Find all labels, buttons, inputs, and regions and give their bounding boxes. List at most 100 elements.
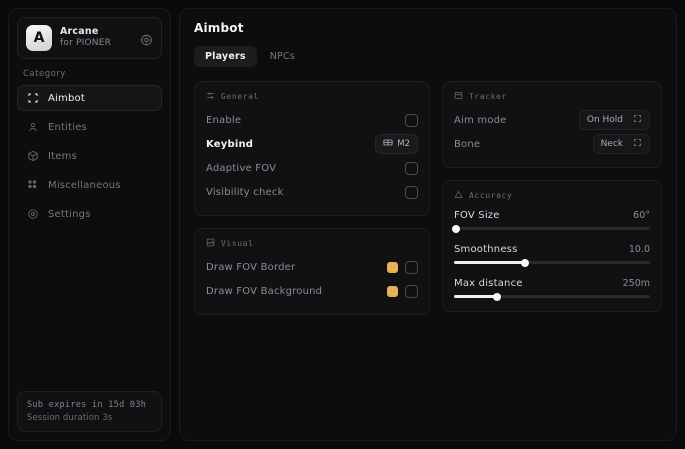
draw-fov-background-checkbox[interactable] <box>405 284 418 298</box>
slider-track[interactable] <box>454 258 650 267</box>
sidebar-item-label: Settings <box>48 208 91 220</box>
row-draw-fov-background: Draw FOV Background <box>206 279 418 303</box>
panel-accuracy-title: Accuracy <box>469 191 513 200</box>
fov-background-color-swatch[interactable] <box>387 285 398 297</box>
tab-players[interactable]: Players <box>194 46 257 67</box>
slider-header: Max distance 250m <box>454 278 650 289</box>
panel-accuracy: Accuracy FOV Size 60° <box>442 180 662 312</box>
slider-thumb[interactable] <box>493 292 502 301</box>
row-bone: Bone Neck <box>454 132 650 156</box>
slider-value: 60° <box>633 210 650 221</box>
row-keybind: Keybind M2 <box>206 132 418 156</box>
panel-visual-title: Visual <box>221 239 254 248</box>
category-label: Category <box>23 69 66 79</box>
row-label: Bone <box>454 138 481 150</box>
session-duration-text: Session duration 3s <box>27 413 113 423</box>
slider-label: Max distance <box>454 278 523 289</box>
gear-icon <box>27 208 39 220</box>
avatar: A <box>26 25 52 51</box>
slider-fill <box>454 261 525 264</box>
row-label: Adaptive FOV <box>206 162 277 174</box>
sidebar-nav: Aimbot Entities Items <box>17 85 162 227</box>
left-column: General Enable Keybind <box>194 81 430 428</box>
brand-text: Arcane for PIONER <box>60 26 112 48</box>
slider-max-distance: Max distance 250m <box>454 275 650 301</box>
sidebar-item-miscellaneous[interactable]: Miscellaneous <box>17 172 162 198</box>
keybind-value: M2 <box>397 139 410 149</box>
row-label: Draw FOV Background <box>206 285 323 297</box>
panel-tracker: Tracker Aim mode On Hold <box>442 81 662 168</box>
sub-expiry-text: Sub expires in 15d 03h <box>27 400 147 410</box>
page-title: Aimbot <box>194 21 244 35</box>
image-icon <box>206 238 215 249</box>
aim-mode-select[interactable]: On Hold <box>578 110 650 130</box>
sidebar: A Arcane for PIONER Category Ai <box>8 8 171 441</box>
tab-bar: Players NPCs <box>194 46 662 67</box>
fov-border-color-swatch[interactable] <box>387 261 398 273</box>
slider-value: 250m <box>622 278 650 289</box>
sidebar-item-label: Entities <box>48 121 88 133</box>
slider-fov-size: FOV Size 60° <box>451 207 650 233</box>
sidebar-item-settings[interactable]: Settings <box>17 201 162 227</box>
window-icon <box>454 91 463 102</box>
triangle-icon <box>454 190 463 201</box>
slider-header: Smoothness 10.0 <box>454 244 650 255</box>
sidebar-item-entities[interactable]: Entities <box>17 114 162 140</box>
panel-general-header: General <box>206 91 418 102</box>
brand-subtitle: for PIONER <box>60 37 112 48</box>
slider-label: Smoothness <box>454 244 518 255</box>
keybind-button[interactable]: M2 <box>375 134 418 154</box>
panel-general-title: General <box>221 92 259 101</box>
slider-value: 10.0 <box>628 244 650 255</box>
brand-card[interactable]: A Arcane for PIONER <box>17 17 162 59</box>
row-label: Enable <box>206 114 242 126</box>
slider-thumb[interactable] <box>451 224 460 233</box>
mouse-icon <box>383 138 393 150</box>
adaptive-fov-checkbox[interactable] <box>405 161 418 175</box>
draw-fov-border-checkbox[interactable] <box>405 260 418 274</box>
sidebar-item-items[interactable]: Items <box>17 143 162 169</box>
panel-accuracy-header: Accuracy <box>454 190 650 201</box>
panel-visual-header: Visual <box>206 238 418 249</box>
panel-general: General Enable Keybind <box>194 81 430 216</box>
panels-grid: General Enable Keybind <box>194 81 662 428</box>
slider-fill <box>454 295 498 298</box>
panel-tracker-title: Tracker <box>469 92 507 101</box>
row-draw-fov-border: Draw FOV Border <box>206 255 418 279</box>
brand-title: Arcane <box>60 26 99 38</box>
sidebar-item-aimbot[interactable]: Aimbot <box>17 85 162 111</box>
expand-icon <box>633 114 642 126</box>
slider-track[interactable] <box>454 292 650 301</box>
right-column: Tracker Aim mode On Hold <box>442 81 662 428</box>
sidebar-item-label: Aimbot <box>48 92 85 104</box>
tab-npcs[interactable]: NPCs <box>269 51 295 62</box>
panel-visual: Visual Draw FOV Border Draw FOV Backgrou… <box>194 228 430 315</box>
visibility-check-checkbox[interactable] <box>405 185 418 199</box>
crosshair-icon <box>27 92 39 104</box>
slider-smoothness: Smoothness 10.0 <box>454 241 650 267</box>
row-enable: Enable <box>206 108 418 132</box>
gear-icon[interactable] <box>140 32 153 46</box>
slider-track[interactable] <box>451 224 650 233</box>
sidebar-item-label: Miscellaneous <box>48 179 121 191</box>
sliders-icon <box>206 91 215 102</box>
row-label: Visibility check <box>206 186 284 198</box>
row-label: Keybind <box>206 138 254 150</box>
bone-value: Neck <box>600 139 623 149</box>
panel-tracker-header: Tracker <box>454 91 650 102</box>
main-content: Aimbot Players NPCs General <box>179 8 677 441</box>
enable-checkbox[interactable] <box>405 113 418 127</box>
slider-label: FOV Size <box>454 210 500 221</box>
grid-icon <box>27 179 39 191</box>
sidebar-spacer <box>17 227 162 391</box>
box-icon <box>27 150 39 162</box>
bone-select[interactable]: Neck <box>592 134 650 154</box>
row-label: Draw FOV Border <box>206 261 296 273</box>
aim-mode-value: On Hold <box>586 115 623 125</box>
row-controls <box>387 260 418 274</box>
subscription-card: Sub expires in 15d 03h Session duration … <box>17 391 162 432</box>
row-adaptive-fov: Adaptive FOV <box>206 156 418 180</box>
slider-thumb[interactable] <box>520 258 529 267</box>
row-controls <box>387 284 418 298</box>
